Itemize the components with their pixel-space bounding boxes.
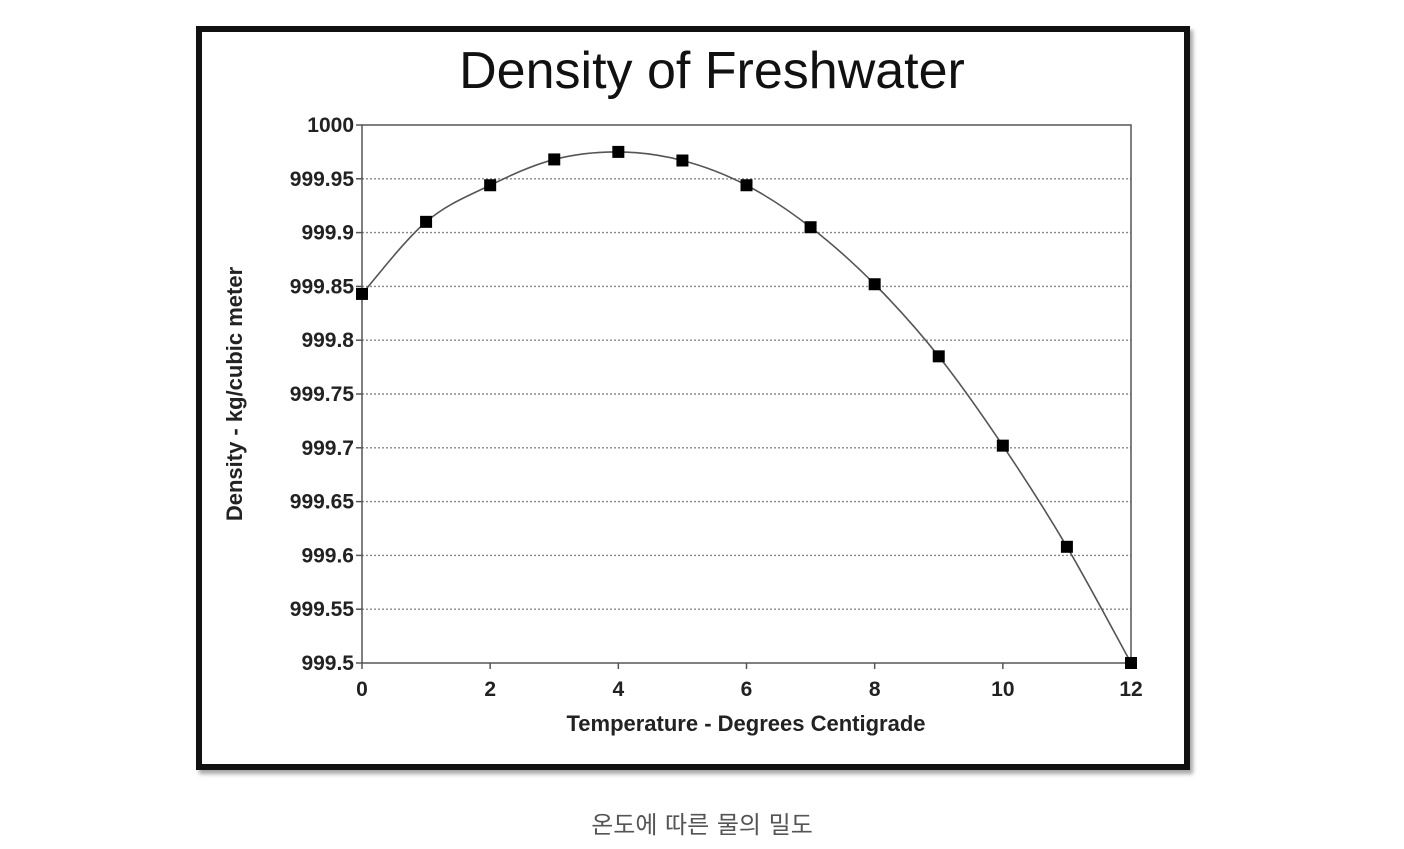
data-point-marker bbox=[420, 215, 433, 228]
data-point-marker bbox=[548, 153, 561, 166]
y-tick-label: 999.5 bbox=[301, 652, 354, 675]
data-point-marker bbox=[1060, 540, 1073, 553]
y-axis-label: Density - kg/cubic meter bbox=[222, 266, 247, 521]
data-point-marker bbox=[740, 179, 753, 192]
x-tick-label: 2 bbox=[484, 678, 496, 701]
y-tick-label: 999.85 bbox=[290, 275, 355, 298]
data-point-marker bbox=[868, 278, 881, 291]
y-tick-label: 999.7 bbox=[301, 437, 354, 460]
data-point-marker bbox=[676, 154, 689, 167]
y-tick-label: 999.75 bbox=[290, 383, 355, 406]
x-tick-label: 12 bbox=[1119, 678, 1142, 701]
data-markers bbox=[356, 145, 1137, 669]
data-point-marker bbox=[1125, 657, 1137, 669]
y-tick-label: 999.65 bbox=[290, 491, 355, 514]
density-line bbox=[361, 151, 1132, 664]
x-tick-label: 4 bbox=[612, 678, 624, 701]
chart-title: Density of Freshwater bbox=[459, 42, 965, 100]
data-point-marker bbox=[484, 179, 497, 192]
data-point-marker bbox=[804, 221, 817, 234]
x-axis-label: Temperature - Degrees Centigrade bbox=[566, 711, 925, 736]
x-axis-ticks: 0 2 4 6 8 10 12 bbox=[356, 663, 1143, 701]
data-point-marker bbox=[356, 287, 368, 300]
y-tick-label: 999.55 bbox=[290, 598, 355, 621]
x-tick-label: 10 bbox=[991, 678, 1014, 701]
grid-lines bbox=[362, 178, 1131, 610]
x-tick-label: 0 bbox=[356, 678, 368, 701]
y-tick-label: 999.95 bbox=[290, 168, 355, 191]
y-tick-label: 999.6 bbox=[301, 544, 354, 567]
data-point-marker bbox=[996, 439, 1009, 452]
data-point-marker bbox=[932, 350, 945, 363]
y-axis-ticks: 1000 999.95 999.9 999.85 999.8 999.75 999.7 999… bbox=[290, 114, 362, 675]
y-tick-label: 999.9 bbox=[301, 222, 354, 245]
y-tick-label: 1000 bbox=[307, 114, 354, 137]
density-chart: Density of Freshwater 1000 999.95 999.9 999… bbox=[222, 42, 1143, 736]
x-tick-label: 6 bbox=[741, 678, 753, 701]
figure-caption: 온도에 따른 물의 밀도 bbox=[591, 811, 813, 839]
y-tick-label: 999.8 bbox=[301, 329, 354, 352]
data-point-marker bbox=[612, 145, 625, 158]
x-tick-label: 8 bbox=[869, 678, 881, 701]
